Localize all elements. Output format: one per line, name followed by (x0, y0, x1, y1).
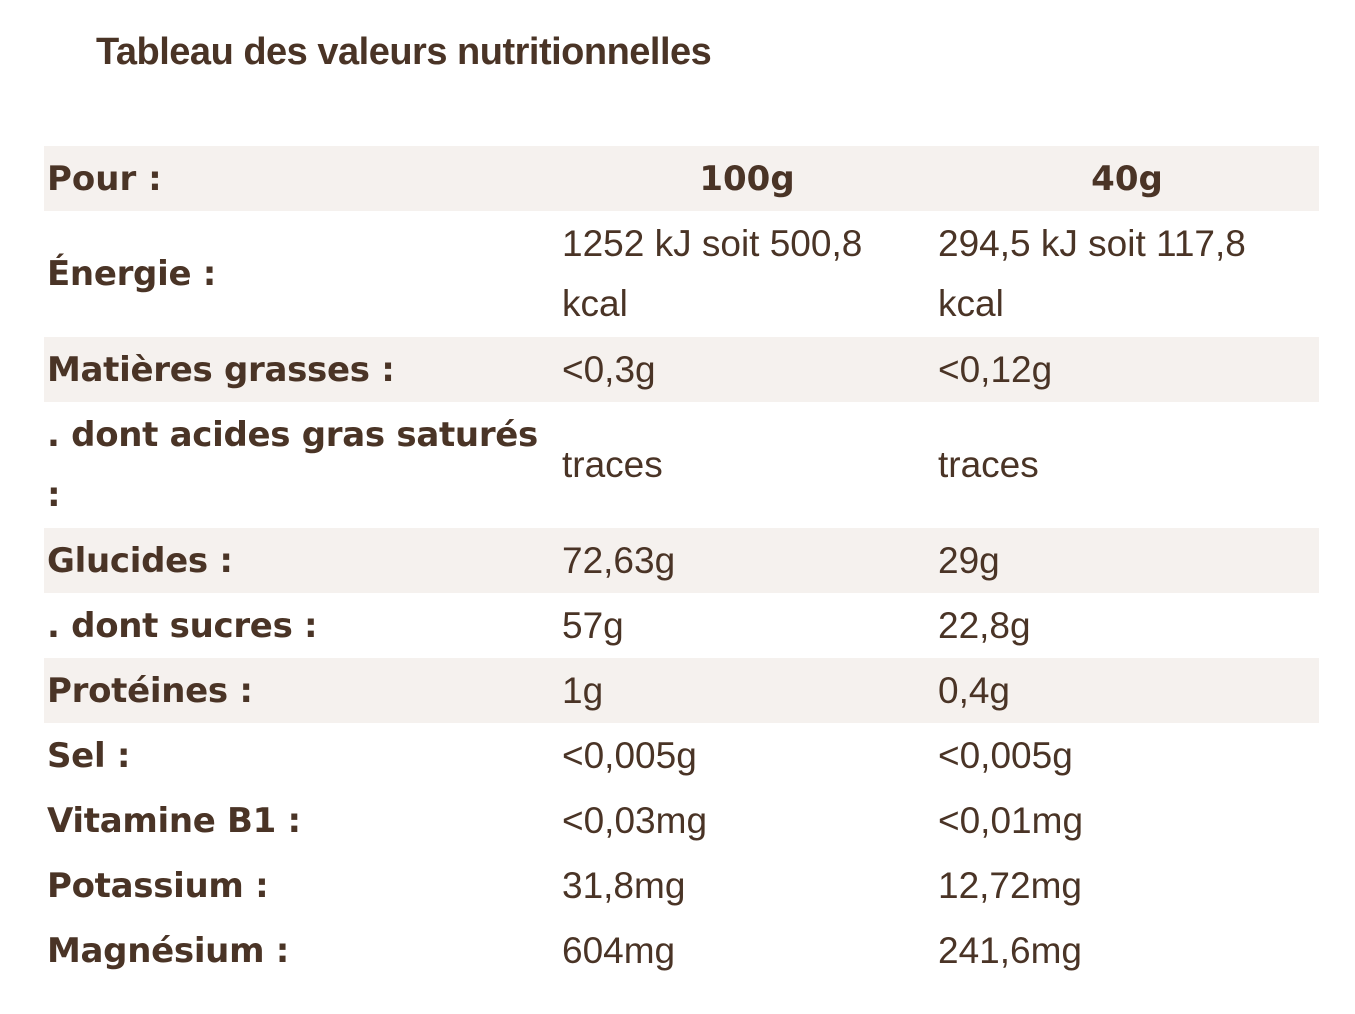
table-row: . dont sucres : 57g 22,8g (44, 593, 1319, 658)
value-40g: 29g (935, 528, 1319, 593)
value-40g: <0,01mg (938, 799, 1084, 841)
table-row: Matières grasses : <0,3g <0,12g (44, 337, 1319, 402)
value-100g: 1252 kJ soit 500,8 kcal (562, 223, 863, 324)
table-row: . dont acides gras saturés : traces trac… (44, 402, 1319, 528)
value-40g: 294,5 kJ soit 117,8 kcal (938, 223, 1246, 324)
row-label: . dont sucres : (47, 605, 318, 646)
table-row: Sel : <0,005g <0,005g (44, 723, 1319, 788)
nutrition-table: Pour : 100g 40g Énergie : 1252 kJ soit 5… (44, 146, 1319, 983)
header-40g: 40g (935, 146, 1319, 211)
value-40g: traces (938, 444, 1039, 485)
table-row: Énergie : 1252 kJ soit 500,8 kcal 294,5 … (44, 211, 1319, 337)
value-100g: 31,8mg (562, 864, 686, 906)
table-row: Glucides : 72,63g 29g (44, 528, 1319, 593)
row-label: Matières grasses : (44, 337, 559, 402)
table-header-row: Pour : 100g 40g (44, 146, 1319, 211)
row-label: Glucides : (44, 528, 559, 593)
table-row: Vitamine B1 : <0,03mg <0,01mg (44, 788, 1319, 853)
table-row: Protéines : 1g 0,4g (44, 658, 1319, 723)
value-40g: 241,6mg (938, 929, 1082, 971)
table-row: Potassium : 31,8mg 12,72mg (44, 853, 1319, 918)
row-label: Vitamine B1 : (47, 800, 301, 841)
row-label: Magnésium : (47, 930, 290, 971)
header-label: Pour : (44, 146, 559, 211)
row-label: Potassium : (47, 865, 269, 906)
value-100g: <0,005g (562, 734, 697, 776)
value-100g: <0,3g (559, 337, 935, 402)
value-40g: <0,12g (935, 337, 1319, 402)
row-label: . dont acides gras saturés : (47, 415, 538, 515)
value-40g: 22,8g (938, 604, 1031, 646)
value-100g: <0,03mg (562, 799, 708, 841)
header-100g: 100g (559, 146, 935, 211)
value-100g: 1g (559, 658, 935, 723)
row-label: Sel : (47, 735, 131, 776)
row-label: Énergie : (47, 254, 217, 294)
page-title: Tableau des valeurs nutritionnelles (96, 31, 712, 73)
value-40g: <0,005g (938, 734, 1073, 776)
value-100g: 72,63g (559, 528, 935, 593)
table-row: Magnésium : 604mg 241,6mg (44, 918, 1319, 983)
value-100g: traces (562, 444, 663, 485)
value-100g: 57g (562, 604, 624, 646)
value-40g: 0,4g (935, 658, 1319, 723)
value-100g: 604mg (562, 929, 676, 971)
value-40g: 12,72mg (938, 864, 1082, 906)
row-label: Protéines : (44, 658, 559, 723)
